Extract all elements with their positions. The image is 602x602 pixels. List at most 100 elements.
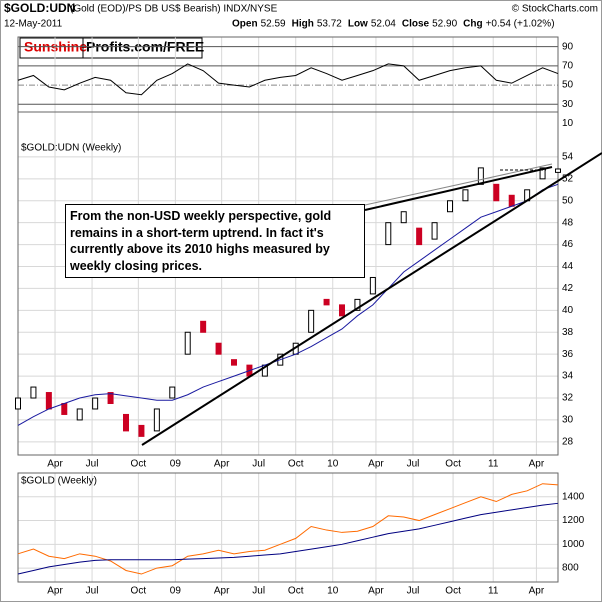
annotation-line: From the non-USD weekly perspective, gol… [70, 209, 332, 223]
x-tick-label: Oct [288, 459, 304, 470]
quote-value: 52.04 [371, 19, 396, 30]
quote-label: High [292, 19, 314, 30]
x-tick-label: Oct [445, 459, 461, 470]
y-tick-label: 48 [562, 217, 574, 228]
panel-frame [17, 472, 559, 583]
quote-label: Low [348, 19, 368, 30]
candle [339, 304, 345, 317]
x-tick-label: Apr [47, 586, 63, 597]
y-tick-label: 36 [562, 349, 574, 360]
y-tick-label: 40 [562, 305, 574, 316]
candle [123, 413, 129, 432]
y-tick-label: 1000 [562, 539, 585, 550]
line [17, 502, 559, 575]
candle [15, 397, 21, 410]
y-tick-label: 28 [562, 436, 574, 447]
y-tick-label: 34 [562, 371, 574, 382]
x-tick-label: 09 [170, 459, 182, 470]
logo-frame [19, 37, 203, 59]
panel-label: $GOLD:UDN (Weekly) [21, 143, 121, 154]
y-tick-label: 50 [562, 80, 574, 91]
x-tick-label: Apr [368, 586, 384, 597]
x-tick-label: 11 [488, 459, 499, 470]
quote-value: +0.54 (+1.02%) [486, 19, 555, 30]
y-tick-label: 50 [562, 195, 574, 206]
quote-value: 52.90 [432, 19, 457, 30]
panel-label: $GOLD (Weekly) [21, 476, 97, 487]
date: 12-May-2011 [4, 19, 63, 30]
annotation-line: weekly closing prices. [70, 258, 203, 273]
x-tick-label: Jul [407, 586, 420, 597]
x-tick-label: Apr [47, 459, 63, 470]
trendline [364, 166, 553, 211]
quote-label: Chg [463, 19, 482, 30]
candle [447, 200, 453, 213]
x-tick-label: Apr [529, 459, 545, 470]
candle [508, 194, 515, 207]
y-tick-label: 1400 [562, 491, 585, 502]
quote-label: Close [402, 19, 430, 30]
x-tick-label: 11 [488, 586, 499, 597]
y-tick-label: 44 [562, 261, 574, 272]
x-tick-label: 10 [327, 586, 339, 597]
candle [308, 309, 315, 333]
line [17, 183, 559, 426]
annotation-line: currently above its 2010 highs measured … [70, 242, 330, 256]
x-tick-label: Apr [214, 586, 230, 597]
x-tick-label: 10 [327, 459, 339, 470]
source: © StockCharts.com [512, 4, 598, 15]
trendline [364, 163, 553, 206]
candle [354, 298, 361, 311]
candle [45, 392, 52, 410]
candle [107, 392, 114, 404]
x-tick-label: Oct [288, 586, 304, 597]
candle [76, 408, 83, 421]
annotation: From the non-USD weekly perspective, gol… [65, 204, 365, 278]
x-tick-label: Apr [529, 586, 545, 597]
line [17, 63, 559, 96]
y-tick-label: 52 [562, 173, 574, 184]
candle [231, 359, 237, 366]
x-tick-label: Jul [252, 459, 265, 470]
candle [462, 189, 469, 202]
x-tick-label: Apr [368, 459, 384, 470]
y-tick-label: 30 [562, 415, 574, 426]
x-tick-label: Jul [86, 459, 99, 470]
x-tick-label: Jul [252, 586, 265, 597]
title: $GOLD:UDN [4, 1, 75, 15]
candle [400, 211, 407, 224]
x-tick-label: Oct [131, 586, 147, 597]
candle [61, 402, 68, 415]
candle [323, 298, 330, 306]
candle [493, 183, 500, 202]
candle [369, 276, 376, 295]
quote-label: Open [232, 19, 258, 30]
annotation-line: remains in a short-term uptrend. In fact… [70, 225, 324, 240]
candle [153, 408, 160, 432]
y-tick-label: 10 [562, 118, 574, 129]
subtitle: (Gold (EOD)/PS DB US$ Bearish) INDX/NYSE [70, 4, 278, 15]
candle [169, 386, 176, 399]
candle [138, 424, 145, 437]
candle [200, 320, 207, 333]
candle [92, 397, 99, 410]
candle [431, 222, 438, 240]
candle [30, 386, 37, 399]
x-tick-label: Jul [407, 459, 420, 470]
x-tick-label: Oct [131, 459, 147, 470]
candle [184, 331, 191, 355]
candle [385, 222, 392, 246]
y-tick-label: 42 [562, 283, 574, 294]
candle [215, 342, 222, 355]
quote-value: 53.72 [317, 19, 342, 30]
panel-frame [17, 111, 559, 456]
x-tick-label: Oct [445, 586, 461, 597]
y-tick-label: 90 [562, 41, 574, 52]
candle [416, 227, 423, 246]
candle [539, 167, 546, 180]
y-tick-label: 30 [562, 99, 574, 110]
y-tick-label: 38 [562, 327, 574, 338]
